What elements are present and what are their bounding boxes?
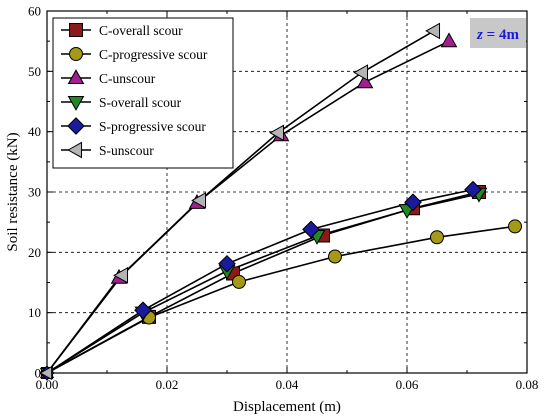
annotation-background [470,18,526,48]
y-tick-label: 60 [28,4,41,19]
y-axis-title: Soil resistance (kN) [5,132,21,251]
legend: C-overall scour C-progressive scour C-unsc… [52,17,234,169]
data-point [425,22,441,40]
y-tick-label: 40 [28,124,41,139]
data-point [269,124,285,142]
legend-label: S-progressive scour [99,119,206,134]
y-tick-label: 10 [28,305,41,320]
legend-marker [67,95,85,111]
data-point [302,220,320,239]
x-axis-title: Displacement (m) [233,399,341,415]
y-tick-label: 20 [28,245,41,260]
annotation-text: z = 4m [476,27,519,43]
y-tick-label: 50 [28,64,41,79]
y-tick-label: 0 [35,366,42,381]
series-line [46,188,474,374]
x-tick-label: 0.02 [156,377,179,392]
data-point [134,301,152,320]
series-markers [39,22,522,381]
legend-label: S-overall scour [99,95,182,110]
legend-label: S-unscour [99,143,154,158]
annotation-box: z = 4m [470,18,526,48]
legend-label: C-overall scour [99,23,183,38]
data-point [113,266,129,284]
legend-marker [67,141,83,159]
x-tick-label: 0.06 [396,377,419,392]
x-tick-label: 0.00 [36,377,59,392]
legend-label: C-unscour [99,71,156,86]
data-point [218,254,236,273]
data-point [464,180,482,199]
legend-marker [67,69,85,85]
data-point [353,64,369,81]
annotation-italic: z [476,27,483,43]
data-point [328,249,342,264]
data-point [508,219,522,234]
y-tick-label: 30 [28,185,41,200]
annotation-rest: = 4m [483,27,520,43]
x-tick-label: 0.04 [276,377,299,392]
data-point [39,365,53,381]
series-lines [46,30,516,374]
data-point [232,274,246,289]
data-point [191,192,207,209]
data-point [404,193,422,212]
legend-box [52,17,234,169]
data-point [440,32,458,48]
series-line [46,30,435,374]
legend-marker [67,117,85,135]
legend-marker [69,23,83,37]
legend-marker [69,47,83,61]
x-tick-label: 0.08 [516,377,539,392]
legend-label: C-progressive scour [99,47,208,62]
axis-ticks: 0.00 0.02 0.04 0.06 0.08 0 10 20 30 40 50 60 [28,4,538,393]
data-point [356,73,374,89]
series-line [46,225,516,374]
data-point [430,230,444,245]
